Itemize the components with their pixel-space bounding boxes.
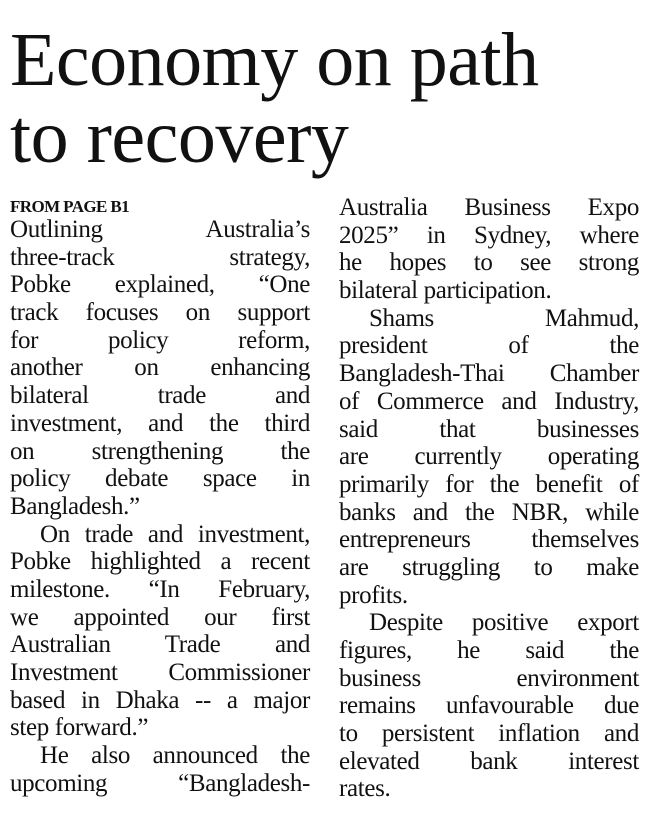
text-line: of Commerce and Industry, bbox=[339, 387, 639, 415]
text-line: Shams Mahmud, bbox=[369, 304, 639, 332]
text-line: profits. bbox=[339, 581, 408, 609]
text-line: Pobke highlighted a recent bbox=[10, 548, 310, 576]
continued-from-label: FROM PAGE B1 bbox=[10, 197, 130, 216]
text-line: are struggling to make bbox=[339, 553, 639, 581]
text-line: business environment bbox=[339, 664, 639, 692]
text-line: bilateral trade and bbox=[10, 382, 310, 410]
article-paragraph: Despite positive export figures, he said … bbox=[339, 609, 639, 803]
text-line: investment, and the third bbox=[10, 409, 310, 437]
article-column-1: FROM PAGE B1 Outlining Australia’s three-… bbox=[10, 194, 310, 797]
text-line: president of the bbox=[339, 332, 639, 360]
text-line: we appointed our first bbox=[10, 603, 310, 631]
text-line: figures, he said the bbox=[339, 637, 639, 664]
article-paragraph: Outlining Australia’s three-track strateg… bbox=[10, 216, 310, 521]
text-line: remains unfavourable due bbox=[339, 692, 639, 720]
text-line: Despite positive export bbox=[369, 609, 639, 637]
text-line: Outlining Australia’s bbox=[10, 216, 310, 243]
text-line: Australian Trade and bbox=[10, 631, 310, 659]
text-line: bilateral participation. bbox=[339, 277, 552, 305]
text-line: banks and the NBR, while bbox=[339, 498, 639, 526]
text-line: He also announced the bbox=[40, 742, 310, 770]
headline-line: to recovery bbox=[10, 95, 349, 179]
text-line: upcoming “Bangladesh- bbox=[10, 769, 310, 797]
text-line: milestone. “In February, bbox=[10, 575, 310, 603]
text-line: to persistent inflation and bbox=[339, 720, 639, 748]
article-column-2: Australia Business Expo 2025” in Sydney, … bbox=[339, 194, 639, 803]
text-line: elevated bank interest bbox=[339, 747, 639, 775]
text-line: said that businesses bbox=[339, 415, 639, 443]
text-line: policy debate space in bbox=[10, 465, 310, 493]
headline-line: Economy on path bbox=[10, 18, 539, 102]
text-line: On trade and investment, bbox=[40, 520, 310, 548]
text-line: three-track strategy, bbox=[10, 243, 310, 271]
text-line: based in Dhaka -- a major bbox=[10, 686, 310, 714]
article-paragraph: Shams Mahmud, president of the Bangladesh-… bbox=[339, 305, 639, 610]
text-line: Bangladesh.” bbox=[10, 492, 140, 520]
text-line: another on enhancing bbox=[10, 354, 310, 382]
text-line: 2025” in Sydney, where bbox=[339, 221, 639, 249]
text-line: Pobke explained, “One bbox=[10, 271, 310, 299]
text-line: step forward.” bbox=[10, 714, 149, 742]
headline: Economy on path to recovery bbox=[10, 22, 539, 176]
text-line: he hopes to see strong bbox=[339, 249, 639, 277]
text-line: track focuses on support bbox=[10, 299, 310, 327]
text-line: Investment Commissioner bbox=[10, 659, 310, 686]
text-line: rates. bbox=[339, 775, 391, 803]
text-line: entrepreneurs themselves bbox=[339, 526, 639, 554]
text-line: Bangladesh-Thai Chamber bbox=[339, 360, 639, 388]
text-line: are currently operating bbox=[339, 443, 639, 471]
article-paragraph: Australia Business Expo 2025” in Sydney, … bbox=[339, 194, 639, 305]
article-paragraph: On trade and investment, Pobke highlighte… bbox=[10, 521, 310, 743]
text-line: on strengthening the bbox=[10, 437, 310, 465]
text-line: Australia Business Expo bbox=[339, 194, 639, 221]
article-paragraph: He also announced the upcoming “Banglades… bbox=[10, 742, 310, 797]
text-line: primarily for the benefit of bbox=[339, 470, 639, 498]
text-line: for policy reform, bbox=[10, 326, 310, 354]
